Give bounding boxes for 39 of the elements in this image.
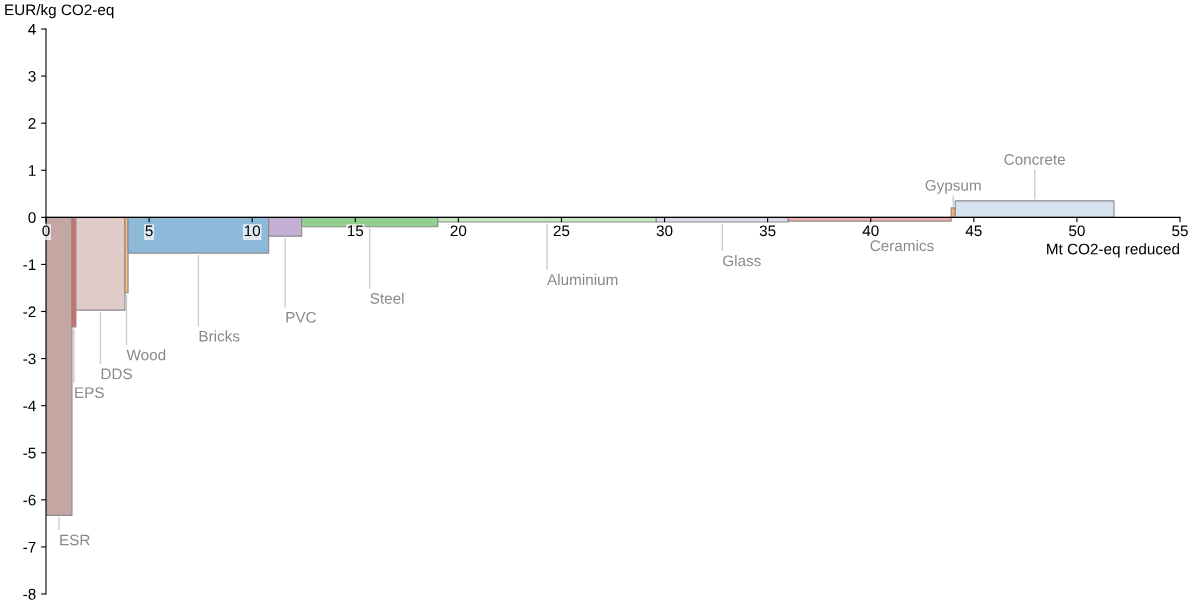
- x-tick-label: 35: [759, 225, 776, 237]
- text: Steel: [370, 292, 404, 304]
- x-axis-title: Mt CO2-eq reduced: [1047, 243, 1180, 258]
- series-label: Gypsum: [925, 179, 981, 194]
- y-tick-label: -7: [23, 541, 36, 553]
- text: DDS: [101, 368, 132, 380]
- x-tick-label: 0: [42, 225, 50, 237]
- series-label: ESR: [60, 534, 90, 546]
- y-tick-label: 1: [28, 165, 36, 176]
- text: Aluminium: [547, 273, 618, 286]
- y-tick-label: -3: [23, 353, 36, 365]
- x-tick-label: 25: [553, 225, 570, 237]
- y-tick-label: 3: [28, 70, 36, 82]
- y-tick-label: -6: [23, 494, 36, 506]
- text: EPS: [75, 387, 104, 399]
- text: Wood: [126, 349, 166, 361]
- x-tick-label: 15: [347, 225, 364, 237]
- x-tick-label: 30: [656, 225, 673, 237]
- x-tick-label: 20: [450, 225, 467, 237]
- x-tick-label: 40: [862, 225, 879, 237]
- x-tick-label: 10: [244, 225, 261, 237]
- x-tick-label: 50: [1069, 225, 1085, 237]
- x-tick-label: 5: [145, 225, 153, 237]
- y-tick-label: -5: [23, 447, 36, 459]
- y-tick-label: -8: [23, 588, 36, 600]
- text: Glass: [723, 255, 761, 267]
- text: Bricks: [199, 330, 240, 342]
- x-tick-label: 45: [965, 225, 982, 237]
- y-tick-label: 2: [28, 118, 36, 129]
- x-tick-label: 55: [1172, 225, 1188, 237]
- y-tick-label: 0: [28, 212, 36, 224]
- y-tick-label: -2: [23, 306, 36, 318]
- y-axis-title: EUR/kg CO2-eq: [5, 4, 114, 19]
- y-tick-label: 4: [28, 24, 36, 35]
- y-tick-label: -1: [23, 259, 36, 270]
- text: PVC: [286, 311, 316, 323]
- text: Concrete: [1004, 154, 1065, 165]
- series-label: Ceramics: [870, 239, 934, 252]
- y-tick-label: -4: [23, 400, 36, 412]
